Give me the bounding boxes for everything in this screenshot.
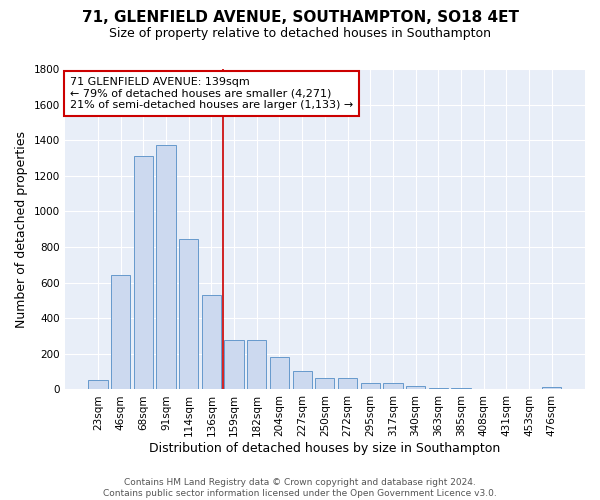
X-axis label: Distribution of detached houses by size in Southampton: Distribution of detached houses by size …: [149, 442, 500, 455]
Bar: [270, 356, 289, 390]
Bar: [202, 295, 221, 390]
Bar: [451, 388, 470, 390]
Bar: [428, 388, 448, 390]
Bar: [88, 380, 107, 390]
Y-axis label: Number of detached properties: Number of detached properties: [15, 130, 28, 328]
Text: 71 GLENFIELD AVENUE: 139sqm
← 79% of detached houses are smaller (4,271)
21% of : 71 GLENFIELD AVENUE: 139sqm ← 79% of det…: [70, 77, 353, 110]
Text: 71, GLENFIELD AVENUE, SOUTHAMPTON, SO18 4ET: 71, GLENFIELD AVENUE, SOUTHAMPTON, SO18 …: [82, 10, 518, 25]
Bar: [383, 383, 403, 390]
Bar: [157, 144, 176, 390]
Bar: [247, 340, 266, 390]
Bar: [293, 371, 312, 390]
Bar: [406, 386, 425, 390]
Text: Contains HM Land Registry data © Crown copyright and database right 2024.
Contai: Contains HM Land Registry data © Crown c…: [103, 478, 497, 498]
Bar: [542, 387, 562, 390]
Bar: [134, 156, 153, 390]
Bar: [361, 383, 380, 390]
Bar: [315, 378, 334, 390]
Text: Size of property relative to detached houses in Southampton: Size of property relative to detached ho…: [109, 28, 491, 40]
Bar: [224, 340, 244, 390]
Bar: [179, 239, 199, 390]
Bar: [338, 378, 357, 390]
Bar: [111, 274, 130, 390]
